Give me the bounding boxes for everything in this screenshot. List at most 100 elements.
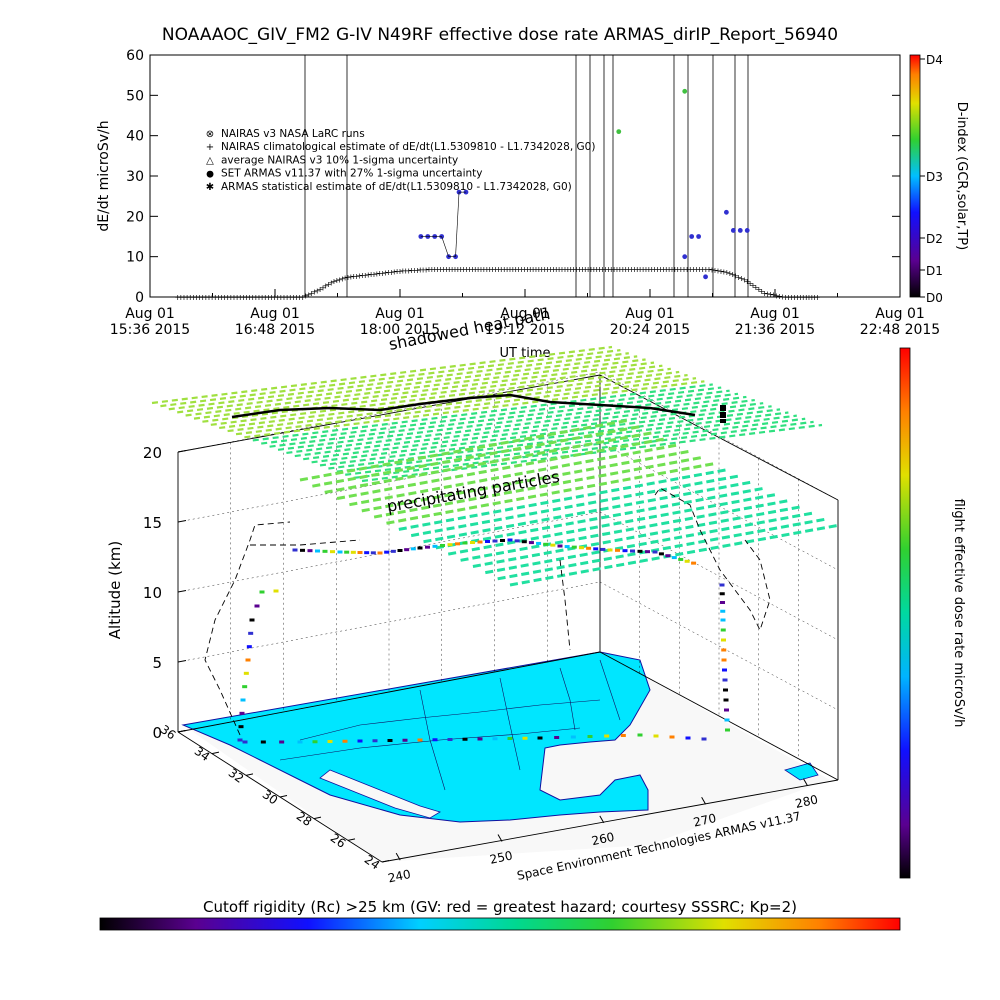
climatology-point: +: [721, 268, 728, 277]
upper-sheet-line: [328, 411, 789, 470]
climatology-point: +: [259, 293, 266, 302]
climatology-point: +: [492, 265, 499, 274]
upper-sheet-line: [227, 373, 688, 433]
flight-track-point: [470, 541, 475, 544]
flight-track-point: [684, 559, 690, 563]
climatology-point: +: [794, 293, 801, 302]
climatology-point: +: [495, 265, 502, 274]
climatology-point: +: [342, 274, 349, 283]
climatology-point: +: [385, 268, 392, 277]
map-water-inlet: [319, 769, 441, 819]
climatology-point: +: [785, 293, 792, 302]
upper-sheet-line: [336, 414, 797, 473]
armas-point: [689, 234, 695, 239]
flight-track-point: [297, 740, 303, 744]
latitude-tick: [313, 816, 322, 820]
flight-track-point: [370, 551, 376, 555]
climatology-point: +: [256, 293, 263, 302]
climatology-point: +: [414, 266, 421, 275]
flight-track-point: [593, 547, 599, 551]
flight-track-point: [242, 685, 248, 689]
top-y-tick-label: 40: [126, 129, 144, 145]
flight-track-point: [724, 708, 729, 712]
precip-sheet-line: [299, 418, 631, 482]
climatology-point: +: [212, 293, 219, 302]
legend-symbol: +: [206, 142, 214, 153]
flight-track-point: [249, 618, 255, 622]
flight-track-point: [238, 725, 244, 729]
flight-track-point: [507, 737, 513, 740]
climatology-point: +: [541, 265, 548, 274]
climatology-point: +: [706, 265, 713, 274]
climatology-point: +: [290, 293, 297, 302]
climatology-point: +: [770, 291, 777, 300]
climatology-point: +: [619, 265, 626, 274]
flight-track-point: [410, 547, 416, 551]
flight-track-point: [485, 540, 490, 543]
climatology-point: +: [651, 265, 658, 274]
climatology-point: +: [640, 265, 647, 274]
flight-track: [237, 538, 730, 744]
flight-track-point: [477, 737, 483, 741]
latitude-tick: [177, 730, 186, 733]
flight-track-point: [586, 546, 592, 550]
climatology-point: +: [564, 265, 571, 274]
climatology-point: +: [187, 293, 194, 302]
climatology-point: +: [712, 266, 719, 275]
climatology-point: +: [237, 293, 244, 302]
flight-track-point: [723, 698, 729, 702]
top-x-tick-time: 16:48 2015: [235, 322, 315, 338]
climatology-point: +: [622, 265, 629, 274]
latitude-tick: [279, 795, 288, 798]
climatology-point: +: [544, 265, 551, 274]
climatology-point: +: [800, 293, 807, 302]
longitude-tick-label: 270: [692, 811, 717, 829]
flight-track-point: [721, 638, 726, 642]
climatology-point: +: [457, 265, 464, 274]
climatology-point: +: [576, 265, 583, 274]
legend-symbol: ⊗: [206, 129, 214, 140]
flight-track-point: [432, 738, 438, 742]
climatology-point: +: [521, 265, 528, 274]
back-wall-gridline: [177, 511, 601, 593]
flight-track-point: [507, 538, 513, 542]
dose-colorbar: [899, 347, 911, 879]
flight-projection-dashes: [204, 487, 771, 736]
climatology-point: +: [628, 265, 635, 274]
altitude-tick-label: 20: [143, 444, 162, 462]
upper-sheet-line: [319, 408, 781, 467]
precip-sheet-line: [336, 437, 668, 501]
flight-track-point: [417, 546, 423, 550]
flight-track-point: [570, 735, 576, 739]
latitude-tick: [347, 838, 356, 841]
climatology-point: +: [715, 266, 722, 275]
armas-point: [682, 254, 688, 260]
climatology-point: +: [634, 265, 641, 274]
upper-sheet-line: [160, 349, 621, 408]
flight-track-point: [425, 545, 430, 549]
climatology-point: +: [547, 265, 554, 274]
flight-track-point: [725, 728, 730, 732]
climatology-point: +: [779, 292, 786, 301]
side-wall-gridline: [599, 651, 839, 781]
climatology-point: +: [776, 292, 783, 301]
climatology-point: +: [657, 265, 664, 274]
flight-track-point: [537, 736, 543, 740]
flight-track-point: [691, 561, 697, 565]
climatology-point: +: [417, 266, 424, 275]
climatology-point: +: [806, 293, 813, 302]
flight-track-point: [322, 549, 328, 553]
flight-track-point: [397, 549, 403, 552]
upper-sheet-line: [193, 361, 655, 420]
shadow-path-markers: [720, 405, 726, 423]
climatology-point: +: [262, 293, 269, 302]
climatology-point: +: [203, 293, 210, 302]
climatology-point: +: [735, 273, 742, 282]
flight-track-point: [719, 583, 725, 587]
upper-sheet-line: [353, 420, 814, 479]
flight-track-point: [357, 551, 363, 554]
climatology-point: +: [669, 265, 676, 274]
altitude-tick-label: 15: [143, 514, 162, 532]
